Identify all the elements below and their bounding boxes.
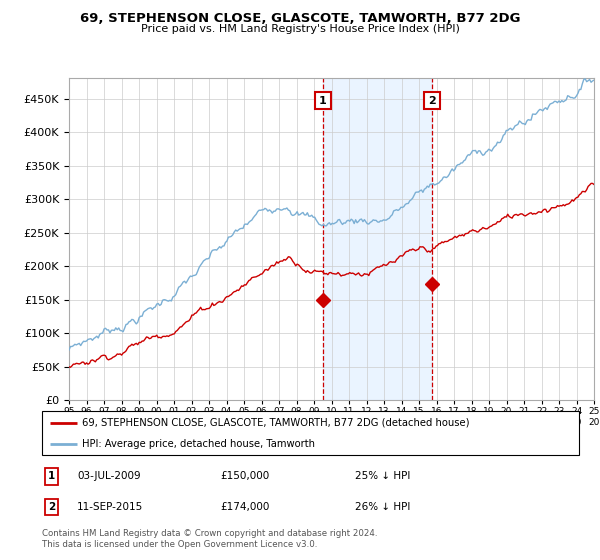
Text: 1: 1 (48, 472, 55, 482)
Text: 2: 2 (428, 96, 436, 105)
Text: 2: 2 (48, 502, 55, 512)
Text: HPI: Average price, detached house, Tamworth: HPI: Average price, detached house, Tamw… (83, 439, 316, 449)
Text: 1: 1 (319, 96, 326, 105)
Text: Price paid vs. HM Land Registry's House Price Index (HPI): Price paid vs. HM Land Registry's House … (140, 24, 460, 34)
Text: Contains HM Land Registry data © Crown copyright and database right 2024.
This d: Contains HM Land Registry data © Crown c… (42, 529, 377, 549)
Text: £174,000: £174,000 (220, 502, 269, 512)
Text: £150,000: £150,000 (220, 472, 269, 482)
Text: 69, STEPHENSON CLOSE, GLASCOTE, TAMWORTH, B77 2DG (detached house): 69, STEPHENSON CLOSE, GLASCOTE, TAMWORTH… (83, 418, 470, 428)
Text: 26% ↓ HPI: 26% ↓ HPI (355, 502, 410, 512)
Text: 03-JUL-2009: 03-JUL-2009 (77, 472, 141, 482)
Text: 69, STEPHENSON CLOSE, GLASCOTE, TAMWORTH, B77 2DG: 69, STEPHENSON CLOSE, GLASCOTE, TAMWORTH… (80, 12, 520, 25)
Bar (323, 78, 432, 400)
Text: 11-SEP-2015: 11-SEP-2015 (77, 502, 143, 512)
Text: 25% ↓ HPI: 25% ↓ HPI (355, 472, 410, 482)
FancyBboxPatch shape (42, 412, 580, 455)
